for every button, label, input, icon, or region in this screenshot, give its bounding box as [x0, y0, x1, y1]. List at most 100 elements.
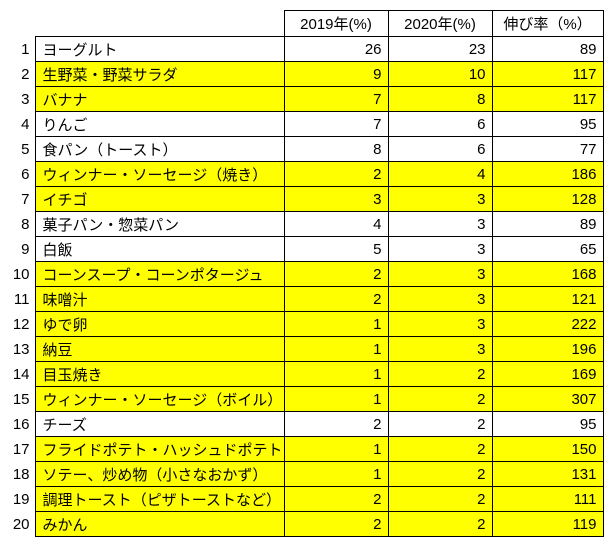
row-growth-value-cell: 307	[491, 386, 604, 412]
row-growth-value-cell: 186	[491, 161, 604, 187]
table-row: 12 ゆで卵 1 3 222	[0, 311, 604, 337]
row-2019-value-cell: 2	[283, 486, 389, 512]
row-2019-value-cell: 1	[283, 436, 389, 462]
row-item-name-cell: 白飯	[34, 236, 285, 262]
row-growth-value-cell: 222	[491, 311, 604, 337]
row-2020-value-cell: 2	[387, 361, 493, 387]
row-2020-value-cell: 3	[387, 211, 493, 237]
row-2020-value-cell: 3	[387, 186, 493, 212]
row-growth-value-cell: 117	[491, 86, 604, 112]
table-row: 11 味噌汁 2 3 121	[0, 286, 604, 312]
row-rank-label: 6	[21, 165, 30, 183]
row-rank-label: 5	[21, 140, 30, 158]
row-2019-value-cell: 5	[283, 236, 389, 262]
row-rank-label: 19	[12, 490, 30, 508]
row-item-name-cell: ゆで卵	[34, 311, 285, 337]
header-blank-item	[35, 11, 284, 37]
row-rank-label: 8	[21, 215, 30, 233]
row-2020-value-cell: 6	[387, 111, 493, 137]
row-2019-value-cell: 2	[283, 286, 389, 312]
row-rank-label: 16	[12, 415, 30, 433]
row-item-name-cell: ヨーグルト	[34, 36, 285, 62]
row-item-name-cell: 菓子パン・惣菜パン	[34, 211, 285, 237]
table-row: 18 ソテー、炒め物（小さなおかず） 1 2 131	[0, 461, 604, 487]
row-2020-value-cell: 2	[387, 486, 493, 512]
row-2019-value-cell: 2	[283, 511, 389, 537]
row-2019-value-cell: 8	[283, 136, 389, 162]
header-blank-rank	[0, 11, 35, 37]
row-2019-value-cell: 1	[283, 361, 389, 387]
row-2019-value-cell: 1	[283, 336, 389, 362]
row-2019-value-cell: 4	[283, 211, 389, 237]
table-row: 20 みかん 2 2 119	[0, 511, 604, 537]
row-2019-value-cell: 2	[283, 261, 389, 287]
row-growth-value-cell: 117	[491, 61, 604, 87]
row-growth-value-cell: 111	[491, 486, 604, 512]
table-row: 5 食パン（トースト） 8 6 77	[0, 136, 604, 162]
row-2019-value-cell: 9	[283, 61, 389, 87]
row-item-name-cell: ウィンナー・ソーセージ（焼き）	[34, 161, 285, 187]
row-rank-label: 20	[12, 515, 30, 533]
row-item-name-cell: ソテー、炒め物（小さなおかず）	[34, 461, 285, 487]
row-rank-label: 9	[21, 240, 30, 258]
row-2019-value-cell: 1	[283, 311, 389, 337]
row-item-name-cell: 食パン（トースト）	[34, 136, 285, 162]
row-growth-value-cell: 121	[491, 286, 604, 312]
table-row: 4 りんご 7 6 95	[0, 111, 604, 137]
header-2019: 2019年(%)	[283, 10, 389, 37]
row-2020-value-cell: 10	[387, 61, 493, 87]
row-2020-value-cell: 2	[387, 461, 493, 487]
row-rank-label: 4	[21, 115, 30, 133]
row-2020-value-cell: 2	[387, 436, 493, 462]
row-2019-value-cell: 7	[283, 111, 389, 137]
table-row: 2 生野菜・野菜サラダ 9 10 117	[0, 61, 604, 87]
row-rank-label: 13	[12, 340, 30, 358]
row-growth-value-cell: 89	[491, 36, 604, 62]
row-item-name-cell: ウィンナー・ソーセージ（ボイル）	[34, 386, 285, 412]
row-rank-label: 7	[21, 190, 30, 208]
row-2019-value-cell: 2	[283, 161, 389, 187]
row-rank-label: 17	[12, 440, 30, 458]
table-row: 3 バナナ 7 8 117	[0, 86, 604, 112]
table-row: 1 ヨーグルト 26 23 89	[0, 36, 604, 62]
row-item-name-cell: みかん	[34, 511, 285, 537]
row-growth-value-cell: 128	[491, 186, 604, 212]
table-row: 7 イチゴ 3 3 128	[0, 186, 604, 212]
row-item-name-cell: 生野菜・野菜サラダ	[34, 61, 285, 87]
row-2020-value-cell: 6	[387, 136, 493, 162]
row-growth-value-cell: 168	[491, 261, 604, 287]
row-item-name-cell: 目玉焼き	[34, 361, 285, 387]
row-rank-label: 12	[12, 315, 30, 333]
row-growth-value-cell: 131	[491, 461, 604, 487]
table-row: 9 白飯 5 3 65	[0, 236, 604, 262]
table-row: 14 目玉焼き 1 2 169	[0, 361, 604, 387]
row-rank-label: 3	[21, 90, 30, 108]
row-2019-value-cell: 7	[283, 86, 389, 112]
breakfast-item-ranking-table: 2019年(%) 2020年(%) 伸び率（%） 1 ヨーグルト 26 23 8…	[0, 10, 604, 537]
row-item-name-cell: イチゴ	[34, 186, 285, 212]
row-rank-label: 1	[21, 40, 30, 58]
row-2020-value-cell: 4	[387, 161, 493, 187]
row-growth-value-cell: 169	[491, 361, 604, 387]
row-rank-label: 2	[21, 65, 30, 83]
row-2020-value-cell: 3	[387, 311, 493, 337]
table-row: 13 納豆 1 3 196	[0, 336, 604, 362]
header-2020: 2020年(%)	[387, 10, 493, 37]
table-row: 6 ウィンナー・ソーセージ（焼き） 2 4 186	[0, 161, 604, 187]
table-row: 19 調理トースト（ピザトーストなど） 2 2 111	[0, 486, 604, 512]
row-2020-value-cell: 3	[387, 336, 493, 362]
row-item-name-cell: りんご	[34, 111, 285, 137]
table-row: 15 ウィンナー・ソーセージ（ボイル） 1 2 307	[0, 386, 604, 412]
row-2020-value-cell: 8	[387, 86, 493, 112]
row-rank-label: 14	[12, 365, 30, 383]
row-rank-label: 10	[12, 265, 30, 283]
row-2019-value-cell: 2	[283, 411, 389, 437]
row-item-name-cell: 味噌汁	[34, 286, 285, 312]
row-item-name-cell: バナナ	[34, 86, 285, 112]
row-rank-label: 18	[12, 465, 30, 483]
row-growth-value-cell: 150	[491, 436, 604, 462]
table-row: 8 菓子パン・惣菜パン 4 3 89	[0, 211, 604, 237]
row-item-name-cell: チーズ	[34, 411, 285, 437]
row-2020-value-cell: 3	[387, 286, 493, 312]
row-item-name-cell: 納豆	[34, 336, 285, 362]
